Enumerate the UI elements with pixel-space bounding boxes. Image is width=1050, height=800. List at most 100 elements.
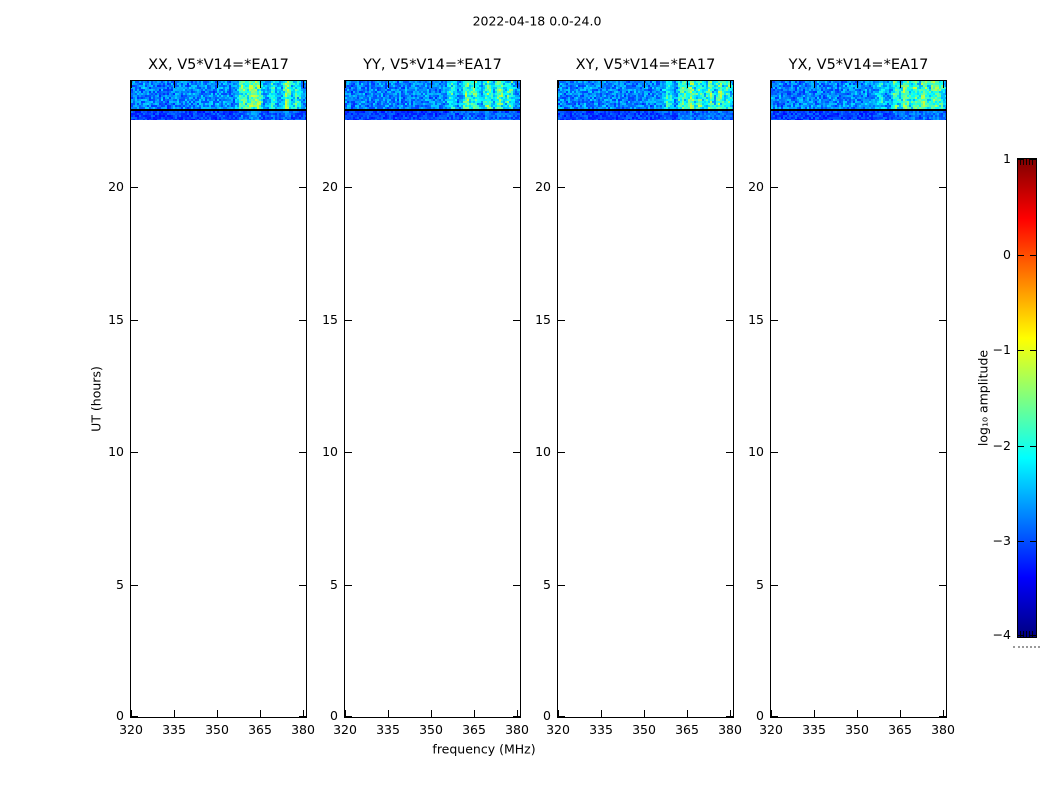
x-tick-bottom	[730, 710, 731, 717]
y-tick-label: 5	[543, 577, 551, 592]
x-tick-bottom	[687, 710, 688, 717]
y-tick-label: 5	[330, 577, 338, 592]
y-tick-left	[558, 716, 565, 717]
x-tick-label: 335	[589, 722, 613, 737]
x-tick-label: 365	[462, 722, 486, 737]
y-tick-label: 5	[756, 577, 764, 592]
x-tick-label: 335	[162, 722, 186, 737]
y-tick-left	[345, 187, 352, 188]
colorbar-tick-left	[1018, 541, 1024, 542]
colorbar-bottom-hatch	[1029, 631, 1030, 637]
x-tick-top	[601, 81, 602, 88]
colorbar-bottom-hatch	[1032, 631, 1033, 637]
y-tick-left	[771, 187, 778, 188]
y-tick-label: 0	[116, 708, 124, 723]
y-tick-right	[726, 187, 733, 188]
y-tick-label: 15	[322, 312, 338, 327]
y-tick-left	[558, 452, 565, 453]
y-tick-label: 20	[322, 179, 338, 194]
x-tick-label: 350	[845, 722, 869, 737]
y-tick-right	[939, 187, 946, 188]
x-axis-label: frequency (MHz)	[432, 741, 536, 757]
spectrogram-band-canvas	[345, 81, 520, 120]
x-tick-label: 320	[759, 722, 783, 737]
x-tick-label: 350	[419, 722, 443, 737]
x-tick-top	[730, 81, 731, 88]
y-tick-label: 15	[108, 312, 124, 327]
x-tick-bottom	[601, 710, 602, 717]
colorbar-tick-right	[1030, 255, 1036, 256]
y-tick-left	[131, 320, 138, 321]
x-tick-top	[431, 81, 432, 88]
x-tick-label: 380	[718, 722, 742, 737]
y-tick-left	[771, 716, 778, 717]
x-tick-top	[474, 81, 475, 88]
x-tick-bottom	[474, 710, 475, 717]
y-tick-left	[558, 585, 565, 586]
colorbar-tick-left	[1018, 350, 1024, 351]
y-tick-left	[345, 320, 352, 321]
panel-title-xy: XY, V5*V14=*EA17	[575, 57, 716, 73]
y-tick-label: 10	[322, 444, 338, 459]
y-tick-right	[513, 187, 520, 188]
panel-title-yx: YX, V5*V14=*EA17	[788, 57, 929, 73]
y-tick-left	[771, 320, 778, 321]
x-tick-label: 350	[205, 722, 229, 737]
y-tick-left	[345, 452, 352, 453]
x-tick-top	[644, 81, 645, 88]
y-tick-right	[726, 452, 733, 453]
colorbar-tick-right	[1030, 446, 1036, 447]
x-tick-bottom	[558, 710, 559, 717]
y-tick-right	[513, 585, 520, 586]
panel-yy	[344, 80, 521, 718]
x-tick-top	[345, 81, 346, 88]
panel-xx	[130, 80, 307, 718]
colorbar-tick-right	[1030, 541, 1036, 542]
x-tick-top	[900, 81, 901, 88]
y-tick-right	[299, 716, 306, 717]
x-tick-label: 350	[632, 722, 656, 737]
y-tick-left	[558, 187, 565, 188]
y-tick-right	[939, 585, 946, 586]
y-tick-label: 0	[543, 708, 551, 723]
x-tick-bottom	[943, 710, 944, 717]
y-tick-label: 10	[535, 444, 551, 459]
panel-title-xx: XX, V5*V14=*EA17	[148, 57, 289, 73]
y-tick-left	[345, 585, 352, 586]
colorbar-top-hatch	[1032, 159, 1033, 165]
x-tick-bottom	[431, 710, 432, 717]
colorbar-tick-left	[1018, 255, 1024, 256]
x-tick-bottom	[814, 710, 815, 717]
colorbar-tick-label: −3	[992, 533, 1011, 548]
y-tick-right	[726, 320, 733, 321]
x-tick-label: 380	[505, 722, 529, 737]
x-tick-label: 380	[931, 722, 955, 737]
y-tick-label: 0	[756, 708, 764, 723]
x-tick-top	[943, 81, 944, 88]
y-tick-left	[771, 452, 778, 453]
colorbar-extend-dotted-line	[1013, 646, 1040, 648]
x-tick-top	[814, 81, 815, 88]
x-tick-label: 335	[802, 722, 826, 737]
x-tick-top	[771, 81, 772, 88]
colorbar-tick-left	[1018, 635, 1024, 636]
colorbar-tick-label: 0	[1003, 247, 1011, 262]
colorbar-tick-label: −4	[992, 627, 1011, 642]
spectrogram-band-canvas	[131, 81, 306, 120]
spectrogram-band-canvas	[771, 81, 946, 120]
colorbar-tick-right	[1030, 350, 1036, 351]
y-tick-right	[299, 585, 306, 586]
y-tick-label: 20	[535, 179, 551, 194]
y-tick-label: 15	[748, 312, 764, 327]
x-tick-bottom	[345, 710, 346, 717]
x-tick-label: 380	[291, 722, 315, 737]
colorbar-bottom-hatch	[1023, 631, 1024, 637]
x-tick-label: 335	[376, 722, 400, 737]
y-tick-left	[131, 452, 138, 453]
colorbar	[1017, 158, 1037, 638]
y-tick-left	[558, 320, 565, 321]
y-tick-label: 20	[748, 179, 764, 194]
colorbar-tick-left	[1018, 446, 1024, 447]
x-tick-bottom	[217, 710, 218, 717]
